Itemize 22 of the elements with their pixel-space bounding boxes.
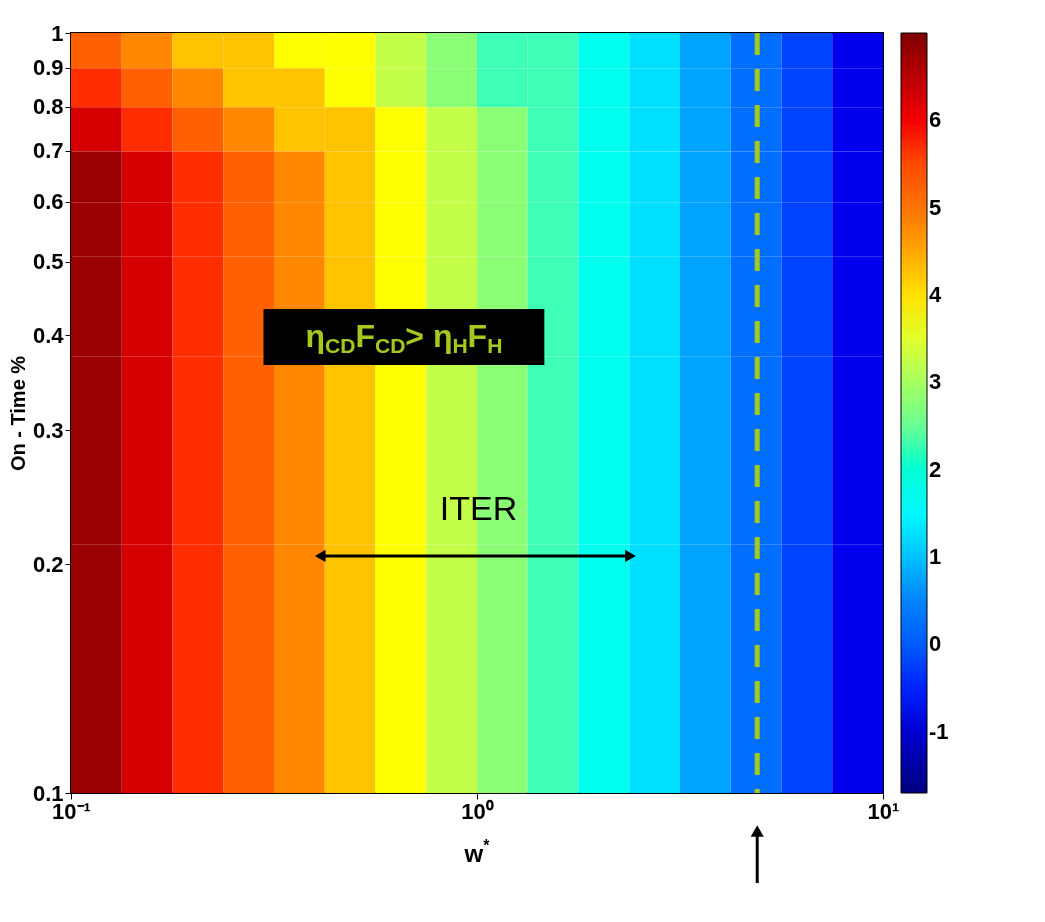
color-bar-label: 0 [929,631,942,657]
y-axis-title: On - Time % [6,355,29,472]
y-tick-label: 0.7 [32,138,64,164]
color-bar-label: 6 [929,107,942,133]
y-tick-label: 0.9 [32,55,64,81]
color-bar-label: 4 [929,282,942,308]
y-tick-label: 0.8 [32,94,64,120]
color-bar-label: -1 [929,718,949,744]
y-tick-label: 0.3 [32,417,64,443]
color-bar-label: 3 [929,369,942,395]
x-tick-label: 10¹ [867,798,900,824]
y-tick-label: 0.2 [32,551,64,577]
annotation: ITER [439,489,518,528]
x-axis-title: w* [463,836,491,867]
x-tick-label: 10⁰ [461,798,494,824]
y-tick-label: 0.6 [32,189,64,215]
color-bar-label: 2 [929,456,942,482]
color-bar-label: 1 [929,544,942,570]
y-tick-label: 0.5 [32,249,64,275]
color-bar-label: 5 [929,194,942,220]
y-tick-label: 1 [51,20,64,46]
y-tick-label: 0.4 [32,322,65,348]
